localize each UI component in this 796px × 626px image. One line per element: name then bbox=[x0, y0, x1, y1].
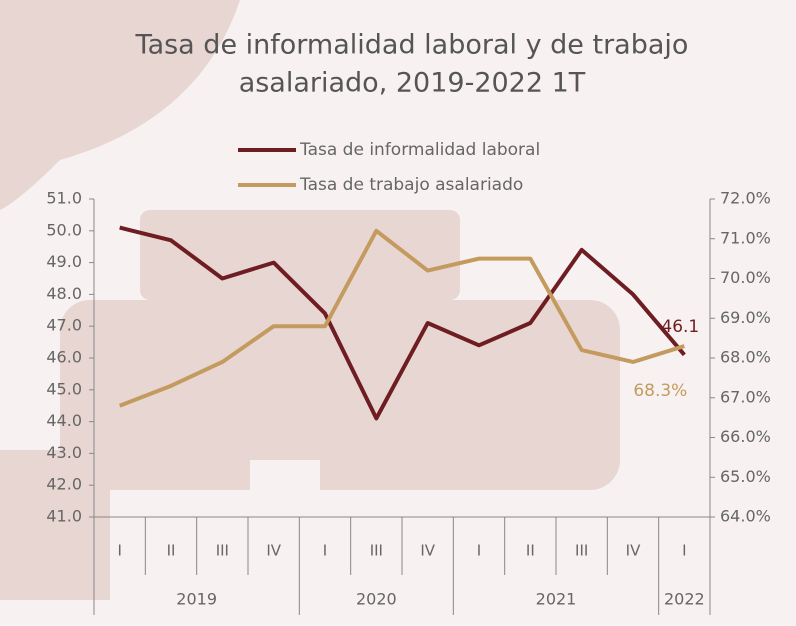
y-tick-label: 44.0 bbox=[46, 411, 82, 430]
line-series bbox=[119, 225, 686, 421]
data-label: 68.3% bbox=[633, 381, 687, 401]
y-tick-label: 51.0 bbox=[46, 189, 82, 208]
x-tick-label: II bbox=[167, 542, 176, 560]
y2-tick-label: 69.0% bbox=[720, 308, 771, 327]
x-group-label: 2020 bbox=[356, 590, 397, 609]
x-tick-label: I bbox=[682, 542, 686, 560]
y-tick-label: 41.0 bbox=[46, 507, 82, 526]
y-tick-label: 43.0 bbox=[46, 443, 82, 462]
x-tick-label: I bbox=[323, 542, 327, 560]
title-line: Tasa de informalidad laboral y de trabaj… bbox=[135, 30, 689, 61]
x-tick-label: III bbox=[575, 542, 588, 560]
y-tick-label: 48.0 bbox=[46, 284, 82, 303]
line-series bbox=[118, 228, 685, 408]
legend-label: Tasa de trabajo asalariado bbox=[299, 175, 523, 195]
x-tick-label: III bbox=[216, 542, 229, 560]
y2-tick-label: 64.0% bbox=[720, 507, 771, 526]
y-tick-label: 49.0 bbox=[46, 252, 82, 271]
y-tick-label: 45.0 bbox=[46, 379, 82, 398]
y2-tick-label: 68.0% bbox=[720, 348, 771, 367]
x-group-label: 2021 bbox=[536, 590, 577, 609]
y-tick-label: 42.0 bbox=[46, 475, 82, 494]
x-tick-label: I bbox=[477, 542, 481, 560]
x-tick-label: IV bbox=[266, 542, 281, 560]
y-tick-label: 46.0 bbox=[46, 348, 82, 367]
y-tick-label: 50.0 bbox=[46, 220, 82, 239]
y2-tick-label: 70.0% bbox=[720, 268, 771, 287]
x-group-label: 2019 bbox=[176, 590, 217, 609]
x-group-label: 2022 bbox=[664, 590, 705, 609]
x-tick-label: II bbox=[526, 542, 535, 560]
x-tick-label: IV bbox=[420, 542, 435, 560]
y-tick-label: 47.0 bbox=[46, 316, 82, 335]
x-tick-label: I bbox=[117, 542, 121, 560]
y2-tick-label: 67.0% bbox=[720, 387, 771, 406]
legend-label: Tasa de informalidad laboral bbox=[299, 140, 540, 160]
watermark bbox=[0, 0, 620, 600]
y2-tick-label: 72.0% bbox=[720, 189, 771, 208]
y2-tick-label: 71.0% bbox=[720, 228, 771, 247]
x-tick-label: III bbox=[370, 542, 383, 560]
title-line: asalariado, 2019-2022 1T bbox=[239, 68, 586, 99]
x-tick-label: IV bbox=[626, 542, 641, 560]
y2-tick-label: 65.0% bbox=[720, 467, 771, 486]
y2-tick-label: 66.0% bbox=[720, 427, 771, 446]
data-label: 46.1 bbox=[661, 317, 699, 337]
